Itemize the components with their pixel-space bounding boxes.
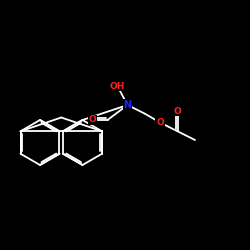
- Text: N: N: [124, 100, 132, 110]
- Text: O: O: [174, 107, 182, 116]
- Text: OH: OH: [110, 82, 125, 91]
- Text: O: O: [156, 118, 164, 127]
- Text: O: O: [88, 116, 96, 124]
